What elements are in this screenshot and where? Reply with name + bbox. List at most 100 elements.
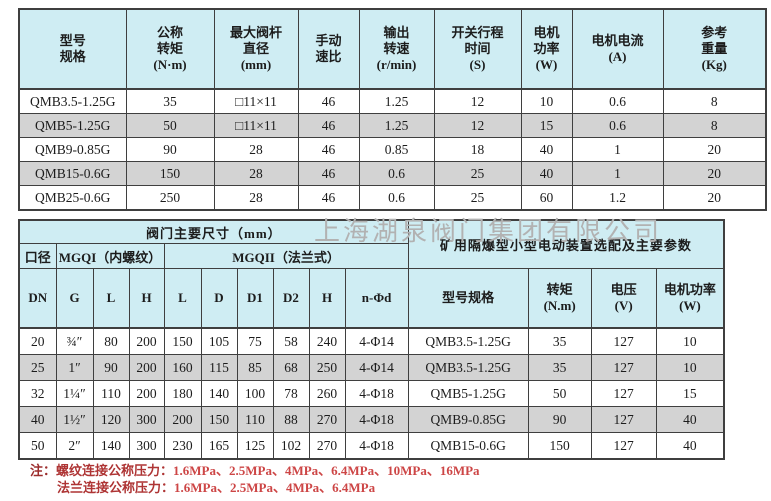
- table2-cell: 15: [655, 380, 725, 407]
- table2-header-cell: 型号规格: [407, 268, 529, 329]
- table1-cell: 8: [662, 113, 767, 138]
- table2-cell: 10: [655, 327, 725, 355]
- bore-group-header: 口径: [18, 243, 57, 269]
- table2-header-cell: G: [55, 268, 94, 329]
- table1-cell: QMB15-0.6G: [18, 161, 127, 186]
- table1-cell: 20: [662, 185, 767, 211]
- table2-cell: 85: [236, 354, 274, 381]
- table2-cell: 68: [272, 354, 310, 381]
- flange-pressure-label: 法兰连接公称压力：: [57, 480, 175, 495]
- table2-cell: 90: [92, 354, 130, 381]
- note-line-flange: 法兰连接公称压力：1.6MPa、2.5MPa、4MPa、6.4MPa: [30, 479, 480, 496]
- table2-cell: ¾″: [55, 327, 94, 355]
- table1-cell: 25: [433, 185, 522, 211]
- table1-header-cell: 型号 规格: [18, 8, 127, 90]
- table2-cell: 200: [163, 406, 202, 433]
- table2-cell: 270: [308, 406, 346, 433]
- table2-cell: QMB15-0.6G: [407, 432, 529, 460]
- table2-cell: 35: [527, 354, 592, 381]
- table2-cell: 127: [590, 327, 657, 355]
- note-label: 注：: [30, 463, 57, 478]
- thread-pressure-values: 1.6MPa、2.5MPa、4MPa、6.4MPa、10MPa、16MPa: [173, 463, 480, 478]
- table1-cell: QMB25-0.6G: [18, 185, 127, 211]
- table2-cell: 230: [163, 432, 202, 460]
- table2-cell: 50: [18, 432, 57, 460]
- table1-header-cell: 参考 重量 (Kg): [662, 8, 767, 90]
- table2-header-cell: D1: [236, 268, 274, 329]
- table2-cell: 10: [655, 354, 725, 381]
- table-row: QMB3.5-1.25G 35 □11×11 46 1.25 12 10 0.6 8: [18, 88, 767, 114]
- table-row: QMB25-0.6G 250 28 46 0.6 25 60 1.2 20: [18, 185, 767, 211]
- table2-cell: 165: [200, 432, 238, 460]
- table-row: 40 1½″ 120 300 200 150 110 88 270 4-Φ18 QMB9-0.85G…: [18, 406, 725, 433]
- table1-cell: QMB5-1.25G: [18, 113, 127, 138]
- table1-cell: 150: [125, 161, 215, 186]
- table1-cell: 0.6: [358, 185, 435, 211]
- table1-cell: 0.6: [571, 88, 664, 114]
- table2-cell: 40: [655, 406, 725, 433]
- table1-cell: 1.2: [571, 185, 664, 211]
- table2-cell: 78: [272, 380, 310, 407]
- table2-cell: 20: [18, 327, 57, 355]
- table2-cell: 4-Φ18: [344, 406, 409, 433]
- table2-header-cell: H: [308, 268, 346, 329]
- table2-title-row: 阀门主要尺寸（mm） 矿用隔爆型小型电动装置选配及主要参数: [18, 219, 725, 269]
- table1-cell: 60: [520, 185, 573, 211]
- table1-cell: 28: [213, 161, 299, 186]
- table1-cell: 1: [571, 161, 664, 186]
- table2-cell: 102: [272, 432, 310, 460]
- table1-header-row: 型号 规格 公称 转矩 (N·m) 最大阀杆 直径 (mm) 手动 速比 输出 转速 (r/min) 开关…: [18, 8, 767, 90]
- table-row: QMB5-1.25G 50 □11×11 46 1.25 12 15 0.6 8: [18, 113, 767, 138]
- table-row: 32 1¼″ 110 200 180 140 100 78 260 4-Φ18 QMB5-1.25G…: [18, 380, 725, 407]
- table1-cell: □11×11: [213, 88, 299, 114]
- table1-cell: □11×11: [213, 113, 299, 138]
- table2-header-cell: D2: [272, 268, 310, 329]
- table2-cell: 1″: [55, 354, 94, 381]
- table2-header-cell: H: [128, 268, 165, 329]
- note-line-thread: 注：螺纹连接公称压力：1.6MPa、2.5MPa、4MPa、6.4MPa、10M…: [30, 462, 480, 479]
- valve-dimensions-table: 阀门主要尺寸（mm） 矿用隔爆型小型电动装置选配及主要参数 口径 MGQI（内螺…: [18, 219, 726, 460]
- flange-pressure-values: 1.6MPa、2.5MPa、4MPa、6.4MPa: [174, 480, 376, 495]
- table1-header-cell: 电机电流 (A): [571, 8, 664, 90]
- table2-cell: 105: [200, 327, 238, 355]
- table2-cell: 150: [527, 432, 592, 460]
- table1-cell: 8: [662, 88, 767, 114]
- table1-cell: 46: [297, 113, 360, 138]
- table2-cell: 4-Φ18: [344, 432, 409, 460]
- table-row: QMB15-0.6G 150 28 46 0.6 25 40 1 20: [18, 161, 767, 186]
- table2-header-cell: 电压 (V): [590, 268, 657, 329]
- table2-cell: 127: [590, 380, 657, 407]
- table2-cell: 32: [18, 380, 57, 407]
- table-row: 25 1″ 90 200 160 115 85 68 250 4-Φ14 QMB3.5-1.25G 3…: [18, 354, 725, 381]
- table2-cell: 160: [163, 354, 202, 381]
- table2-cell: 4-Φ18: [344, 380, 409, 407]
- table1-cell: 40: [520, 137, 573, 162]
- table2-cell: 240: [308, 327, 346, 355]
- table1-header-cell: 电机 功率 (W): [520, 8, 573, 90]
- table2-cell: 140: [200, 380, 238, 407]
- table1-header-cell: 手动 速比: [297, 8, 360, 90]
- table-row: 50 2″ 140 300 230 165 125 102 270 4-Φ18 QMB15-0.6G…: [18, 432, 725, 460]
- table2-cell: 200: [128, 380, 165, 407]
- table1-cell: 46: [297, 137, 360, 162]
- table2-cell: 58: [272, 327, 310, 355]
- table2-header-cell: 转矩 (N.m): [527, 268, 592, 329]
- table2-cell: 40: [18, 406, 57, 433]
- table2-cell: 150: [163, 327, 202, 355]
- table2-cell: 4-Φ14: [344, 327, 409, 355]
- table-row: 20 ¾″ 80 200 150 105 75 58 240 4-Φ14 QMB3.5-1.25G 3…: [18, 327, 725, 355]
- table1-header-cell: 公称 转矩 (N·m): [125, 8, 215, 90]
- table1-cell: 46: [297, 185, 360, 211]
- table2-cell: 50: [527, 380, 592, 407]
- table2-cell: 260: [308, 380, 346, 407]
- table1-cell: 18: [433, 137, 522, 162]
- table2-cell: 270: [308, 432, 346, 460]
- table1-cell: 46: [297, 88, 360, 114]
- table2-header-cell: L: [92, 268, 130, 329]
- table2-cell: QMB5-1.25G: [407, 380, 529, 407]
- table1-cell: 35: [125, 88, 215, 114]
- table2-cell: 120: [92, 406, 130, 433]
- table2-cell: 127: [590, 406, 657, 433]
- table2-cell: 40: [655, 432, 725, 460]
